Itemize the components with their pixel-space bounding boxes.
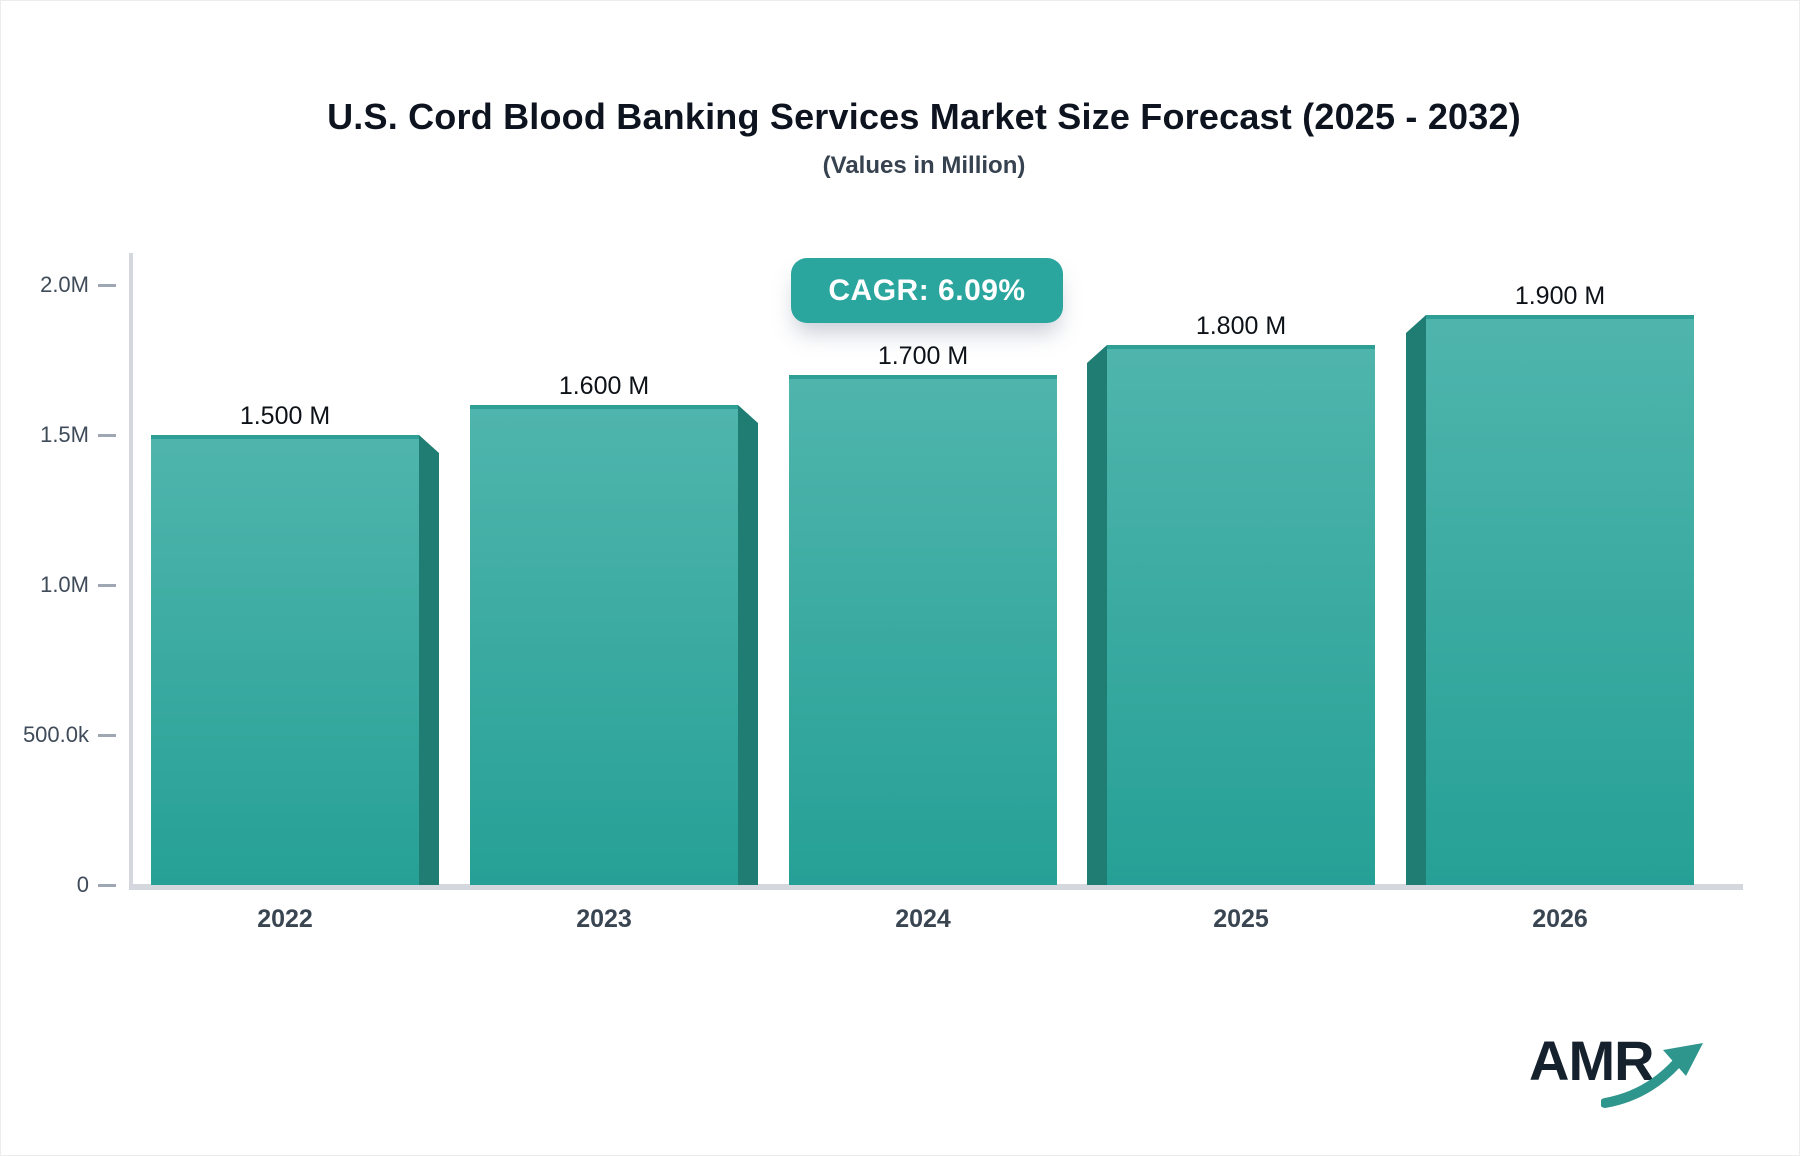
x-axis-label-2026: 2026 (1532, 905, 1588, 933)
x-axis-label-2024: 2024 (895, 905, 951, 933)
cagr-badge: CAGR: 6.09% (791, 258, 1063, 323)
page-subtitle: (Values in Million) (822, 152, 1026, 179)
y-axis-tick (98, 584, 116, 587)
y-axis-tick (98, 284, 116, 287)
bar-value-label-2026: 1.900 M (1514, 282, 1606, 310)
y-axis-tick-label: 0 (76, 872, 89, 897)
x-axis-line (129, 884, 1743, 890)
growth-arrow-icon (1601, 1043, 1703, 1108)
amr-logo-text: AMR (1529, 1029, 1655, 1092)
bar-value-label-2023: 1.600 M (558, 372, 650, 400)
bar-2022 (151, 435, 419, 885)
bar-2026 (1426, 315, 1694, 885)
y-axis-tick (98, 884, 116, 887)
bar-value-label-2025: 1.800 M (1195, 312, 1287, 340)
cagr-badge-label: CAGR: 6.09% (828, 273, 1026, 307)
bar-value-label-2022: 1.500 M (239, 402, 331, 430)
y-axis-tick-label: 1.5M (40, 422, 89, 447)
bar-value-label-2024: 1.700 M (877, 342, 969, 370)
x-axis-label-2022: 2022 (257, 905, 313, 933)
y-axis-tick-label: 2.0M (40, 272, 89, 297)
x-axis-label-2025: 2025 (1213, 905, 1269, 933)
y-axis-tick (98, 734, 116, 737)
y-axis-tick-label: 1.0M (40, 572, 89, 597)
bar-3d-side-2025 (1087, 345, 1107, 885)
x-axis-label-2023: 2023 (576, 905, 632, 933)
bar-3d-side-2026 (1406, 315, 1426, 885)
y-axis-tick (98, 434, 116, 437)
bar-2023 (470, 405, 738, 885)
amr-logo: AMR (1529, 1031, 1719, 1111)
page-title: U.S. Cord Blood Banking Services Market … (327, 96, 1521, 137)
bar-3d-side-2023 (738, 405, 758, 885)
y-axis-tick-label: 500.0k (22, 722, 89, 747)
bar-3d-side-2022 (419, 435, 439, 885)
bar-2024 (789, 375, 1057, 885)
bar-2025 (1107, 345, 1375, 885)
y-axis-line (129, 253, 133, 890)
